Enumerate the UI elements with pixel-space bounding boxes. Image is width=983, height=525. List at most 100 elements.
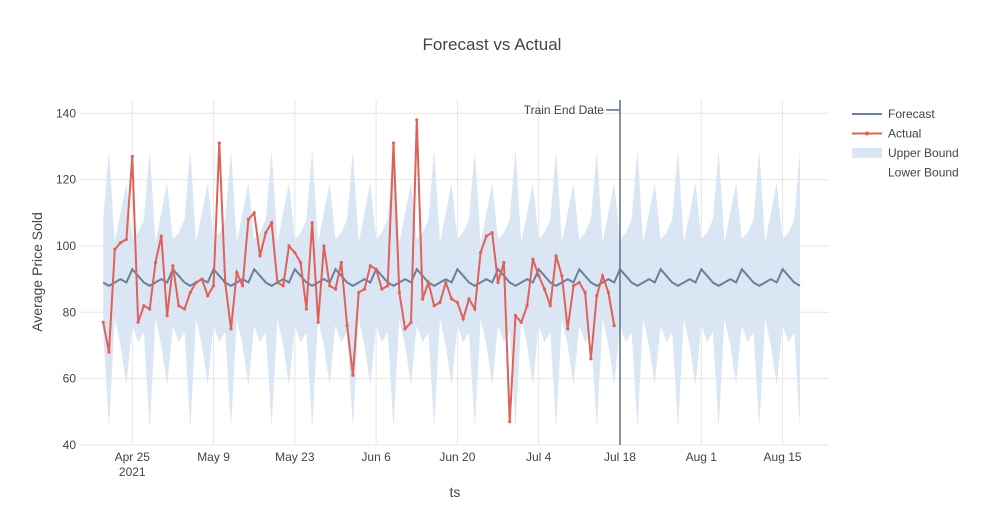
x-tick-label: Aug 15 xyxy=(764,450,802,464)
actual-point xyxy=(577,280,581,285)
actual-point xyxy=(525,304,529,308)
actual-point xyxy=(182,307,187,311)
actual-point xyxy=(188,290,192,294)
y-tick-label: 120 xyxy=(56,173,76,187)
legend-item-lower-bound[interactable]: Lower Bound xyxy=(888,166,959,180)
actual-point xyxy=(415,118,419,122)
actual-point xyxy=(542,287,547,291)
actual-point xyxy=(438,300,442,304)
actual-point xyxy=(589,357,593,361)
legend-item-forecast[interactable]: Forecast xyxy=(852,107,935,121)
actual-point xyxy=(391,141,396,145)
actual-point xyxy=(293,251,297,255)
y-tick-label: 60 xyxy=(63,372,77,386)
actual-point xyxy=(223,280,227,285)
actual-point xyxy=(554,254,558,258)
legend-label: Upper Bound xyxy=(888,146,959,160)
actual-point xyxy=(200,277,204,281)
actual-point xyxy=(386,284,390,288)
legend-label: Lower Bound xyxy=(888,166,959,180)
actual-point xyxy=(566,327,570,331)
actual-point xyxy=(537,274,541,278)
actual-point xyxy=(299,260,303,265)
actual-point xyxy=(484,234,488,238)
actual-point xyxy=(473,307,477,311)
actual-point xyxy=(304,307,308,311)
actual-point xyxy=(612,324,616,328)
actual-point xyxy=(601,274,605,278)
confidence-band xyxy=(103,149,800,429)
x-tick-label: Jul 4 xyxy=(526,450,552,464)
actual-point xyxy=(281,284,285,288)
actual-point xyxy=(397,290,401,294)
x-tick-label: May 9 xyxy=(197,450,230,464)
actual-point xyxy=(252,211,256,215)
actual-point xyxy=(275,280,279,285)
actual-point xyxy=(519,320,523,324)
x-tick-label: May 23 xyxy=(275,450,315,464)
actual-point xyxy=(409,320,413,324)
actual-point xyxy=(130,154,134,158)
actual-point xyxy=(246,217,250,221)
actual-point xyxy=(368,264,372,268)
actual-point xyxy=(119,241,123,245)
actual-point xyxy=(165,314,169,318)
actual-point xyxy=(531,257,535,261)
actual-point xyxy=(142,304,146,308)
actual-point xyxy=(496,280,500,285)
actual-point xyxy=(548,304,552,308)
train-end-label: Train End Date xyxy=(524,103,605,117)
actual-point xyxy=(362,287,367,291)
x-tick-label: Apr 25 xyxy=(115,450,151,464)
actual-point xyxy=(159,234,163,238)
actual-point xyxy=(479,251,483,255)
x-axis-title: ts xyxy=(450,484,461,500)
actual-point xyxy=(194,280,198,285)
actual-point xyxy=(177,304,181,308)
actual-point xyxy=(264,231,268,235)
actual-point xyxy=(403,327,407,331)
actual-point xyxy=(380,287,384,291)
y-tick-label: 140 xyxy=(56,106,76,120)
train-end-annotation: Train End Date xyxy=(524,100,621,445)
x-tick-label: Jul 18 xyxy=(604,450,636,464)
y-axis-ticks: 40 60 80 100 120 140 xyxy=(56,106,76,452)
actual-point xyxy=(270,221,274,225)
actual-point xyxy=(339,260,343,265)
actual-point xyxy=(241,284,245,288)
actual-point xyxy=(606,290,611,294)
actual-point xyxy=(450,297,454,301)
actual-point xyxy=(229,327,233,331)
legend-swatch xyxy=(852,148,882,158)
actual-point xyxy=(432,304,436,308)
actual-point xyxy=(508,420,512,424)
actual-point xyxy=(113,247,117,251)
legend[interactable]: Forecast Actual Upper Bound Lower Bound xyxy=(852,107,959,180)
actual-point xyxy=(136,320,140,324)
actual-point xyxy=(211,284,216,288)
x-tick-label: Jun 20 xyxy=(439,450,475,464)
legend-label: Forecast xyxy=(888,107,935,121)
y-axis-title: Average Price Sold xyxy=(29,212,45,332)
actual-point xyxy=(374,267,378,271)
actual-point xyxy=(316,320,320,324)
actual-point xyxy=(560,274,564,278)
actual-point xyxy=(583,290,587,294)
actual-point xyxy=(444,280,448,285)
y-tick-label: 100 xyxy=(56,239,76,253)
actual-point xyxy=(502,260,506,265)
legend-item-actual[interactable]: Actual xyxy=(852,127,921,141)
actual-point xyxy=(322,244,326,248)
actual-point xyxy=(595,294,599,298)
legend-marker xyxy=(865,131,869,136)
actual-point xyxy=(328,284,332,288)
actual-point xyxy=(333,287,338,291)
actual-point xyxy=(426,280,430,285)
actual-point xyxy=(258,254,262,258)
legend-item-upper-bound[interactable]: Upper Bound xyxy=(852,146,959,160)
actual-point xyxy=(217,141,221,145)
actual-point xyxy=(101,320,105,324)
actual-point xyxy=(467,297,471,301)
